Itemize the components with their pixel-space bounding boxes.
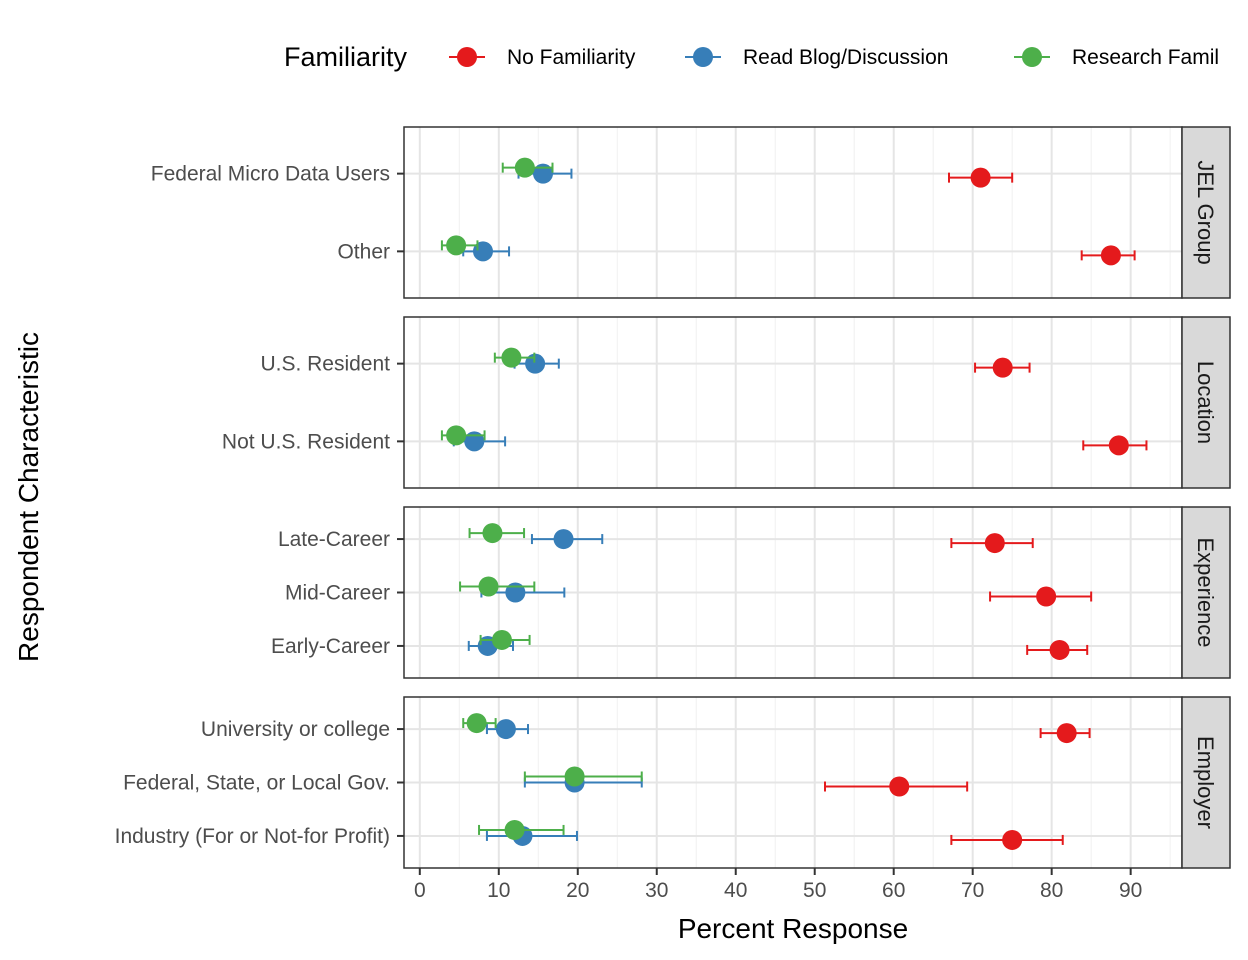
y-tick-label: Federal Micro Data Users	[151, 163, 390, 186]
data-point	[564, 766, 585, 787]
point-research-familiarity	[493, 347, 536, 368]
point-no-familiarity	[1080, 245, 1136, 266]
legend-item-read-blog-discussion: Read Blog/Discussion	[685, 46, 948, 69]
legend-label: Research Famil	[1072, 46, 1219, 69]
strip-background	[1181, 696, 1231, 869]
y-axis-title: Respondent Characteristic	[13, 332, 44, 662]
y-tick-label: University or college	[201, 718, 390, 741]
data-point	[491, 629, 512, 650]
data-point	[1049, 639, 1070, 660]
point-no-familiarity	[950, 829, 1064, 850]
strip-label: Employer	[1193, 736, 1218, 829]
data-point	[1100, 245, 1121, 266]
x-tick-label: 0	[414, 879, 426, 902]
point-no-familiarity	[823, 776, 969, 797]
strip-background	[1181, 316, 1231, 489]
point-research-familiarity	[468, 523, 526, 544]
x-tick-label: 80	[1040, 879, 1063, 902]
legend: Familiarity No Familiarity Read Blog/Discu…	[284, 42, 1219, 72]
point-research-familiarity	[479, 629, 531, 650]
legend-key-point	[457, 47, 477, 67]
x-tick-label: 40	[724, 879, 747, 902]
data-point	[1108, 435, 1129, 456]
data-point	[446, 425, 467, 446]
data-point	[1056, 723, 1077, 744]
panel-location: U.S. Resident Not U.S. Resident Location	[222, 316, 1231, 489]
x-tick-label: 90	[1119, 879, 1142, 902]
point-research-familiarity	[462, 713, 497, 734]
point-research-familiarity	[501, 157, 554, 178]
legend-label: Read Blog/Discussion	[743, 46, 948, 69]
data-point	[970, 167, 991, 188]
facet-panels: Federal Micro Data Users Other JEL Group U.…	[115, 126, 1231, 869]
data-point	[1002, 829, 1023, 850]
point-read-blog-discussion	[530, 529, 604, 550]
x-tick-label: 10	[487, 879, 510, 902]
point-no-familiarity	[1026, 639, 1089, 660]
legend-key-point	[1022, 47, 1042, 67]
data-point	[1036, 586, 1057, 607]
y-tick-label: U.S. Resident	[260, 353, 390, 376]
data-point	[984, 533, 1005, 554]
y-tick-label: Other	[337, 240, 390, 263]
data-point	[478, 576, 499, 597]
panel-experience: Late-Career Mid-Career Early-Career Experie…	[271, 506, 1231, 679]
point-research-familiarity	[440, 425, 486, 446]
y-tick-label: Mid-Career	[285, 582, 390, 605]
point-no-familiarity	[974, 357, 1031, 378]
point-research-familiarity	[440, 235, 479, 256]
x-tick-label: 70	[961, 879, 984, 902]
strip-label: Location	[1193, 361, 1218, 444]
strip-background	[1181, 506, 1231, 679]
point-research-familiarity	[523, 766, 643, 787]
x-axis-title: Percent Response	[678, 913, 908, 944]
y-tick-label: Not U.S. Resident	[222, 430, 390, 453]
data-point	[889, 776, 910, 797]
data-point	[504, 819, 525, 840]
data-point	[514, 157, 535, 178]
y-tick-label: Late-Career	[278, 528, 390, 551]
strip-label: Experience	[1193, 537, 1218, 647]
point-no-familiarity	[947, 167, 1014, 188]
data-point	[553, 529, 574, 550]
data-point	[466, 713, 487, 734]
panel-background	[404, 317, 1182, 488]
data-point	[501, 347, 522, 368]
x-tick-label: 50	[803, 879, 826, 902]
point-no-familiarity	[1082, 435, 1148, 456]
x-tick-label: 60	[882, 879, 905, 902]
point-no-familiarity	[1039, 723, 1091, 744]
point-research-familiarity	[478, 819, 565, 840]
panel-jel-group: Federal Micro Data Users Other JEL Group	[151, 126, 1231, 299]
x-tick-label: 30	[645, 879, 668, 902]
data-point	[482, 523, 503, 544]
legend-label: No Familiarity	[507, 46, 636, 69]
point-read-blog-discussion	[485, 719, 530, 740]
strip-background	[1181, 126, 1231, 299]
data-point	[992, 357, 1013, 378]
panel-background	[404, 127, 1182, 298]
data-point	[495, 719, 516, 740]
legend-key-point	[693, 47, 713, 67]
x-tick-label: 20	[566, 879, 589, 902]
y-tick-label: Early-Career	[271, 635, 390, 658]
strip-label: JEL Group	[1193, 160, 1218, 264]
point-research-familiarity	[459, 576, 536, 597]
legend-title: Familiarity	[284, 42, 408, 72]
legend-item-research-familiarity: Research Famil	[1014, 46, 1219, 69]
y-tick-label: Industry (For or Not-for Profit)	[115, 825, 390, 848]
panel-employer: University or college Federal, State, or …	[115, 696, 1231, 869]
legend-item-no-familiarity: No Familiarity	[449, 46, 636, 69]
point-no-familiarity	[989, 586, 1093, 607]
point-no-familiarity	[950, 533, 1034, 554]
x-axis: 0 10 20 30 40 50 60 70 80 90	[414, 868, 1142, 902]
y-tick-label: Federal, State, or Local Gov.	[123, 772, 390, 795]
data-point	[446, 235, 467, 256]
